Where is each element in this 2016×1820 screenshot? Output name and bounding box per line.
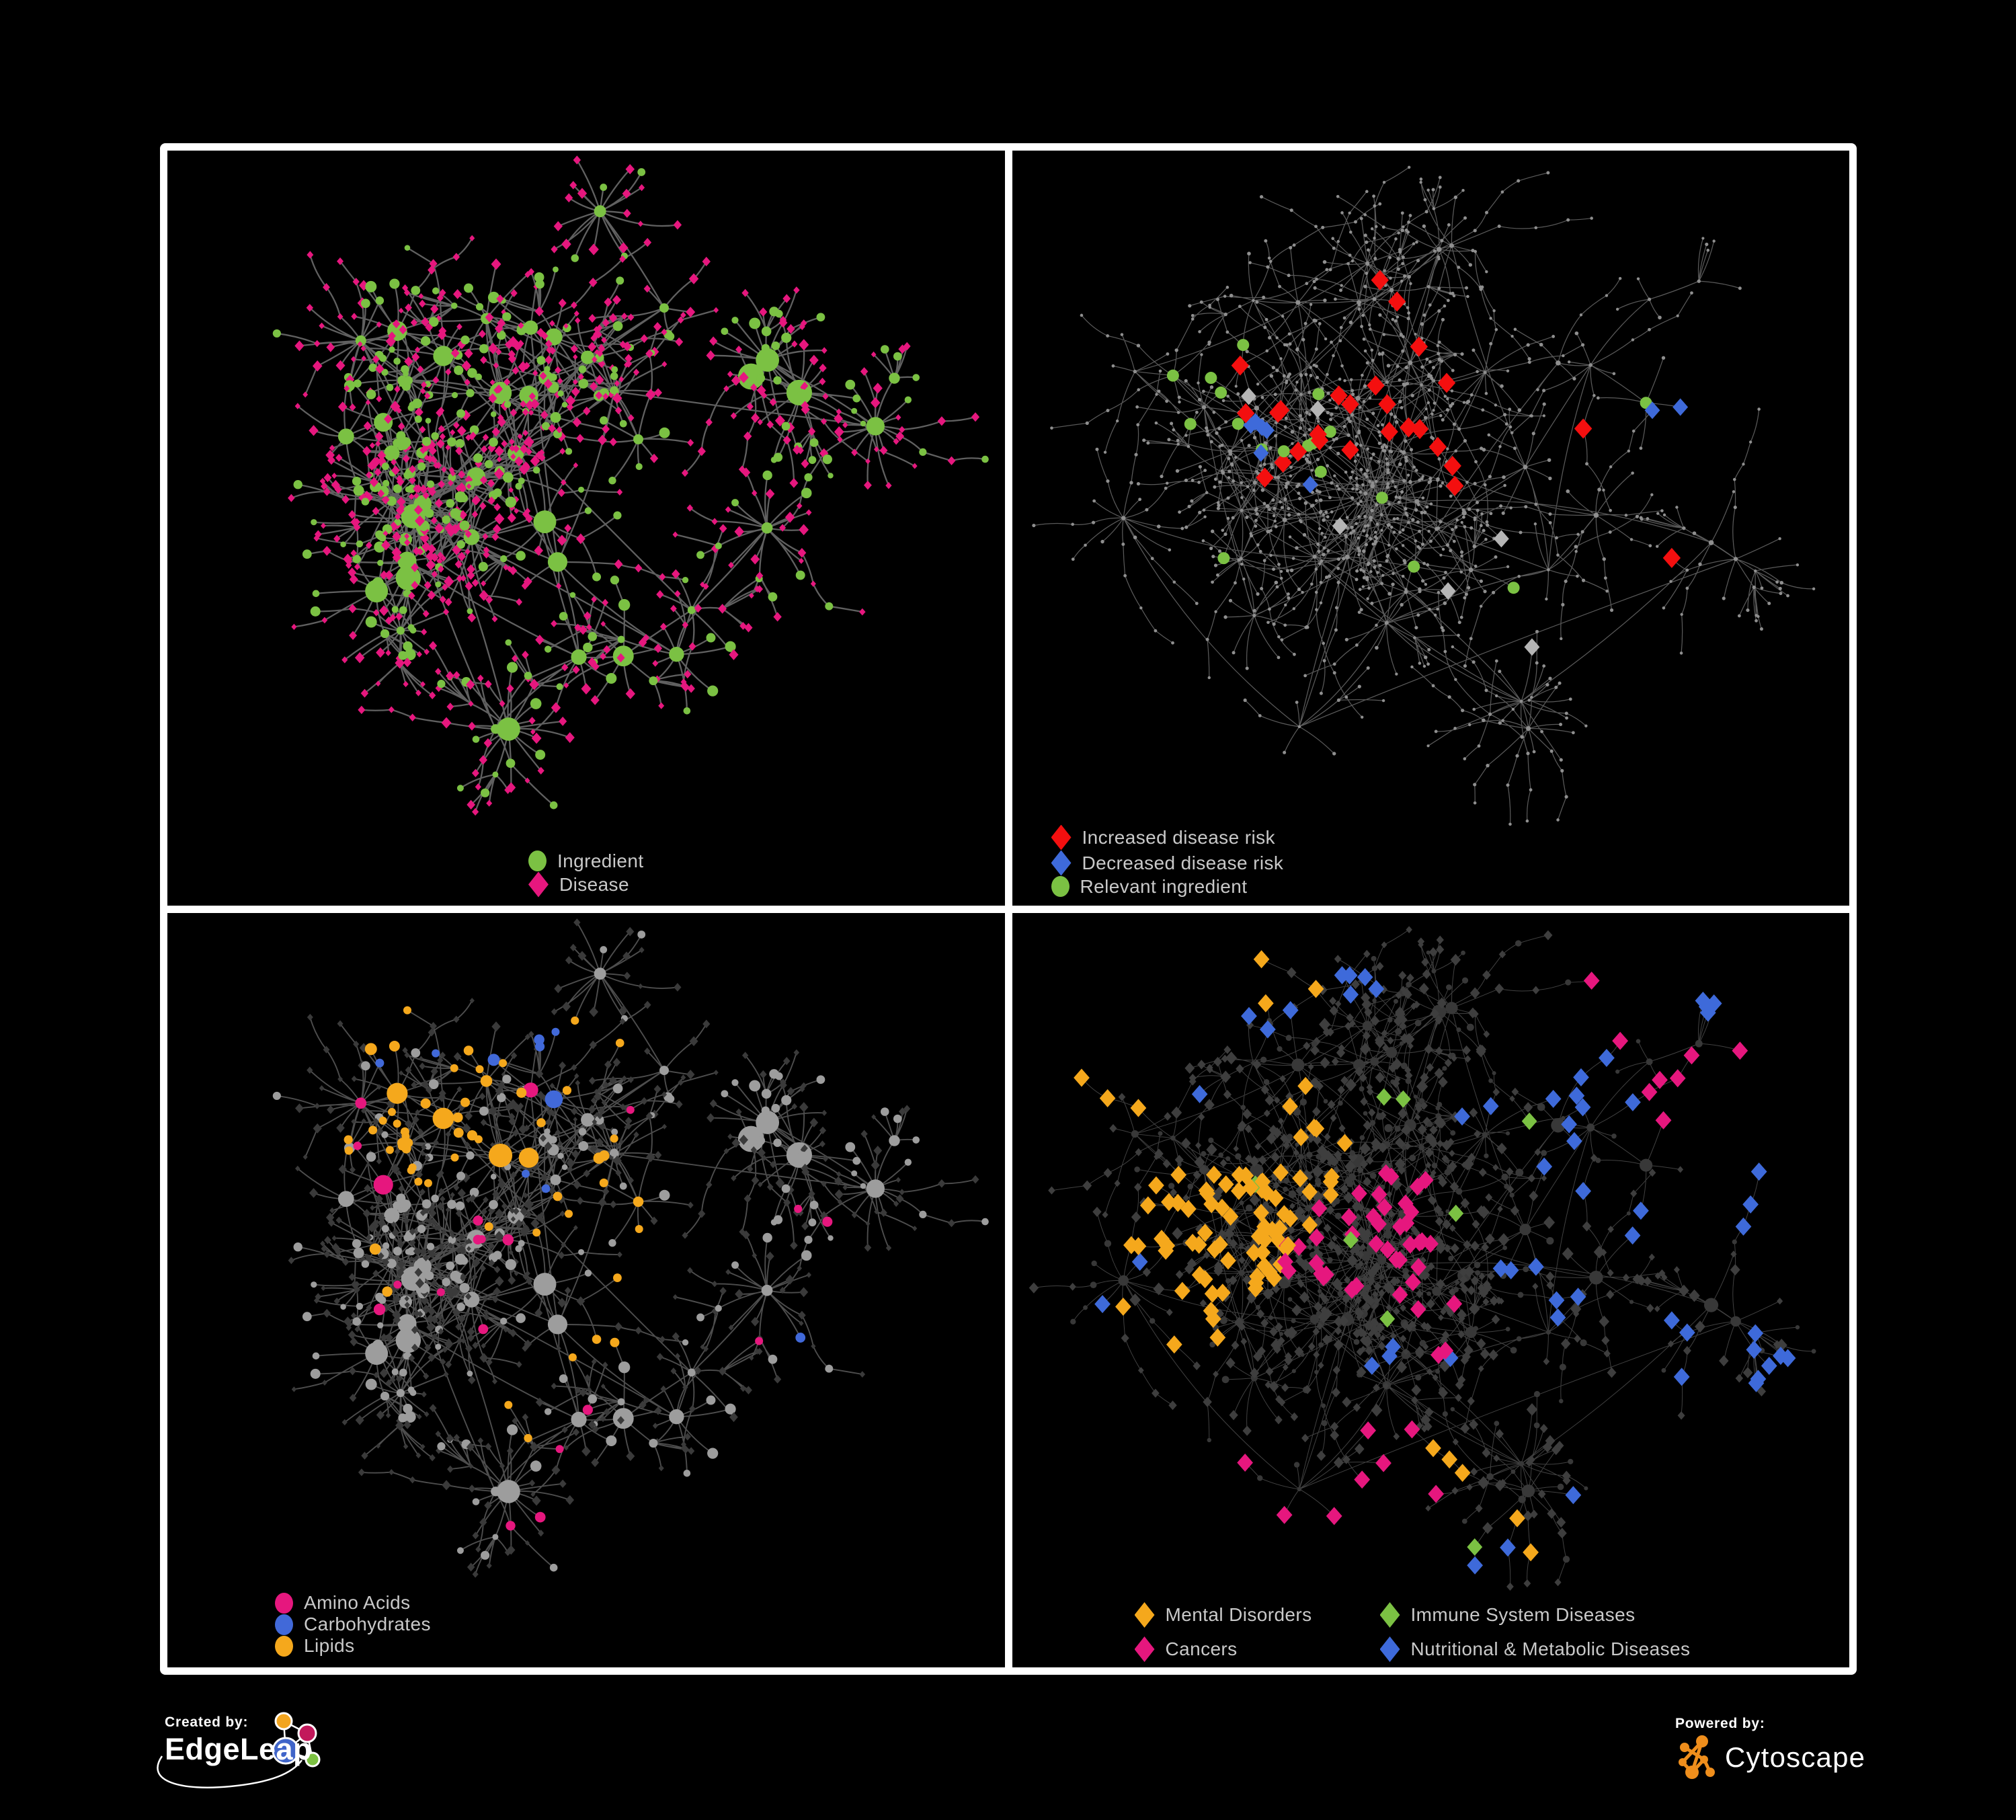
circle-marker-icon bbox=[1051, 876, 1070, 897]
ingredient-disease-network-graph bbox=[272, 155, 989, 816]
panel-disease-risk-network: Increased disease risk Decreased disease … bbox=[1012, 151, 1849, 906]
diamond-marker-icon bbox=[1134, 1602, 1155, 1628]
circle-marker-icon bbox=[275, 1635, 293, 1657]
legend-item-carbohydrates: Carbohydrates bbox=[275, 1614, 431, 1635]
diamond-marker-icon bbox=[1379, 1636, 1400, 1662]
legend-label: Amino Acids bbox=[304, 1592, 411, 1613]
legend-item-relevant-ingredient: Relevant ingredient bbox=[1051, 876, 1284, 898]
panel-ingredient-disease-network: Ingredient Disease bbox=[167, 151, 1005, 906]
legend-nutrient-class: Amino Acids Carbohydrates Lipids bbox=[275, 1592, 431, 1657]
legend-item-disease: Disease bbox=[528, 871, 644, 898]
created-by-label: Created by: bbox=[165, 1714, 249, 1730]
disease-category-network-graph bbox=[1029, 925, 1816, 1591]
legend-item-mental-disorders: Mental Disorders bbox=[1134, 1602, 1380, 1628]
legend-disease-category: Mental Disorders Immune System Diseases Ca… bbox=[1134, 1602, 1691, 1662]
legend-item-decreased-disease-risk: Decreased disease risk bbox=[1051, 850, 1284, 876]
cytoscape-logo-icon bbox=[1679, 1735, 1715, 1779]
circle-marker-icon bbox=[528, 850, 547, 871]
legend-row: Mental Disorders Immune System Diseases bbox=[1134, 1602, 1636, 1628]
created-by-credit: Created by: EdgeLeap bbox=[151, 1706, 501, 1820]
legend-label: Decreased disease risk bbox=[1082, 852, 1284, 873]
legend-rows: Amino Acids Carbohydrates Lipids bbox=[275, 1592, 431, 1657]
legend-rows: Mental Disorders Immune System Diseases Ca… bbox=[1134, 1602, 1691, 1662]
diamond-marker-icon bbox=[1051, 850, 1072, 876]
diamond-marker-icon bbox=[528, 871, 549, 898]
legend-row: Ingredient Disease bbox=[528, 850, 644, 898]
legend-label: Relevant ingredient bbox=[1080, 875, 1248, 897]
edgeleap-swoosh bbox=[157, 1755, 303, 1788]
legend-item-lipids: Lipids bbox=[275, 1635, 431, 1657]
cytoscape-nodes bbox=[1679, 1735, 1715, 1779]
powered-by-label: Powered by: bbox=[1675, 1716, 1765, 1731]
edgeleap-nodes bbox=[272, 1712, 321, 1768]
disease-risk-network-graph bbox=[1031, 165, 1815, 826]
legend-item-ingredient: Ingredient bbox=[528, 850, 644, 872]
network-panels-grid: Ingredient Disease Increased disease risk… bbox=[160, 143, 1857, 1675]
legend-item-nutritional-metabolic-diseases: Nutritional & Metabolic Diseases bbox=[1379, 1636, 1691, 1662]
legend-ingredient-disease: Ingredient Disease bbox=[167, 850, 1005, 898]
diamond-marker-icon bbox=[1134, 1636, 1155, 1662]
legend-item-cancers: Cancers bbox=[1134, 1636, 1380, 1662]
legend-label: Nutritional & Metabolic Diseases bbox=[1410, 1638, 1691, 1659]
cytoscape-wordmark: Cytoscape bbox=[1725, 1741, 1866, 1773]
nutrient-class-network-graph bbox=[272, 918, 989, 1578]
panel-nutrient-class-network: Amino Acids Carbohydrates Lipids bbox=[167, 912, 1005, 1667]
powered-by-credit: Powered by: bbox=[1675, 1716, 1984, 1796]
edgeleap-logo-icon bbox=[157, 1712, 321, 1788]
legend-row: Amino Acids Carbohydrates Lipids bbox=[275, 1592, 431, 1657]
legend-label: Ingredient bbox=[557, 850, 644, 871]
circle-marker-icon bbox=[275, 1614, 293, 1635]
legend-row: Increased disease risk Decreased disease … bbox=[1051, 824, 1284, 898]
panel-disease-category-network: Mental Disorders Immune System Diseases Ca… bbox=[1012, 912, 1849, 1667]
legend-label: Disease bbox=[559, 873, 629, 895]
legend-disease-risk: Increased disease risk Decreased disease … bbox=[1051, 824, 1284, 898]
legend-label: Carbohydrates bbox=[304, 1614, 431, 1634]
legend-rows: Ingredient Disease bbox=[528, 850, 644, 898]
legend-label: Lipids bbox=[304, 1635, 355, 1656]
legend-label: Mental Disorders bbox=[1165, 1604, 1312, 1625]
diamond-marker-icon bbox=[1379, 1602, 1400, 1628]
edgeleap-wordmark: EdgeLeap bbox=[165, 1732, 313, 1766]
diamond-marker-icon bbox=[1051, 824, 1072, 850]
legend-label: Increased disease risk bbox=[1082, 826, 1275, 848]
legend-item-amino-acids: Amino Acids bbox=[275, 1592, 431, 1614]
legend-rows: Increased disease risk Decreased disease … bbox=[1051, 824, 1284, 898]
circle-marker-icon bbox=[275, 1592, 293, 1614]
legend-label: Immune System Diseases bbox=[1410, 1604, 1636, 1625]
legend-row: Cancers Nutritional & Metabolic Diseases bbox=[1134, 1636, 1691, 1662]
legend-item-increased-disease-risk: Increased disease risk bbox=[1051, 824, 1284, 850]
legend-label: Cancers bbox=[1165, 1638, 1238, 1659]
legend-item-immune-system-diseases: Immune System Diseases bbox=[1379, 1602, 1636, 1628]
